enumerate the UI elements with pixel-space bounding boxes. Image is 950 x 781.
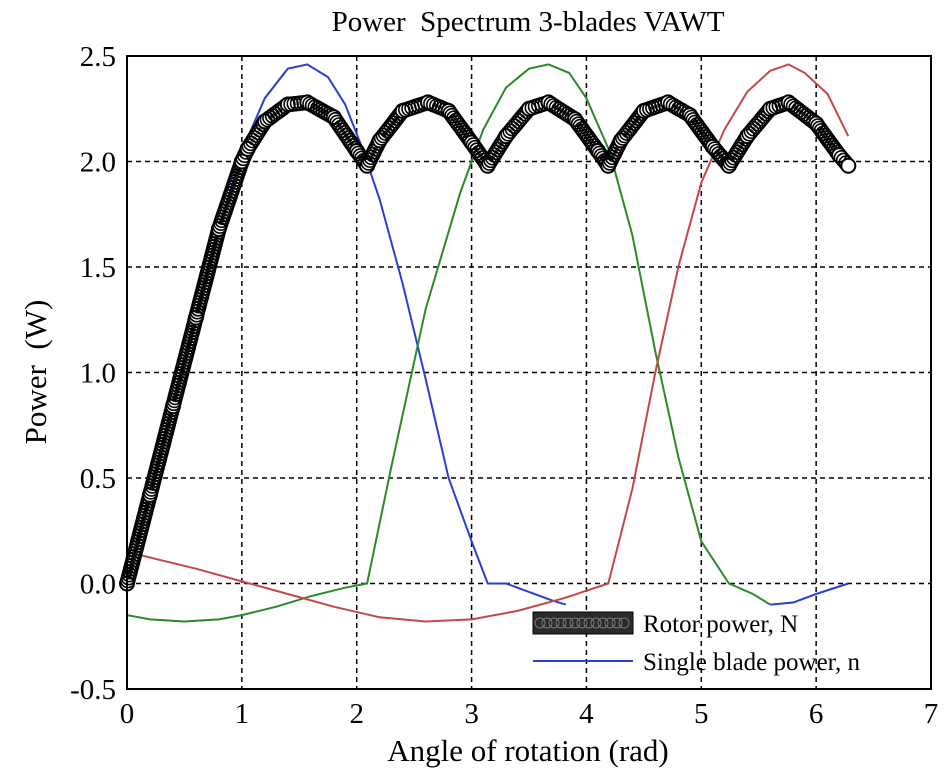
x-tick-label: 5 [694,698,709,730]
rotor-power-point [840,157,857,174]
legend-marker [548,617,560,629]
single-blade-power-line-segment-2 [770,582,849,606]
legend-swatch-rotor-power [532,611,634,635]
y-tick-label: 2.0 [80,147,116,179]
y-axis-label: Power (W) [18,300,53,445]
x-tick-labels: 0 1 2 3 4 5 6 7 [120,698,939,730]
legend-marker [534,617,546,629]
chart-title: Power Spectrum 3-blades VAWT [332,6,725,38]
rotor-power-marker [267,106,283,122]
y-tick-labels: -0.5 0.0 0.5 1.0 1.5 2.0 2.5 [70,41,116,706]
x-tick-label: 0 [120,698,135,730]
plot-frame [126,55,932,690]
legend: Rotor power, N Single blade power, n [532,611,861,676]
y-tick-label: 2.5 [80,41,116,73]
legend-swatch-rotor-texture [534,617,630,629]
legend-marker [583,617,595,629]
x-tick-label: 4 [579,698,594,730]
legend-marker [618,617,630,629]
rotor-power-marker [262,109,278,126]
legend-marker [604,617,616,629]
y-tick-label: 1.0 [80,358,116,390]
y-tick-label: 0.5 [80,463,116,495]
rotor-power-markers [119,94,857,592]
x-tick-label: 6 [809,698,824,730]
legend-label-rotor-power: Rotor power, N [643,611,798,638]
x-tick-label: 1 [235,698,250,730]
x-tick-label: 7 [924,698,939,730]
red-blade-power-line [126,63,850,623]
y-tick-label: 0.0 [80,569,116,601]
x-axis-label: Angle of rotation (rad) [387,733,668,768]
series-layer [119,63,857,623]
single-blade-power-line [126,63,567,606]
legend-marker [590,617,602,629]
legend-marker [541,617,553,629]
x-tick-label: 3 [464,698,479,730]
legend-marker [555,617,567,629]
legend-marker [597,617,609,629]
legend-marker [576,617,588,629]
x-tick-label: 2 [349,698,364,730]
legend-marker [611,617,623,629]
rotor-power-marker [467,139,483,156]
legend-marker [562,617,574,629]
legend-label-single-blade: Single blade power, n [643,649,861,676]
y-tick-label: 1.5 [80,252,116,284]
grid [127,56,931,689]
legend-marker [569,617,581,629]
green-blade-power-line [126,63,771,623]
rotor-power-marker [465,137,482,153]
y-tick-label: -0.5 [70,674,116,706]
